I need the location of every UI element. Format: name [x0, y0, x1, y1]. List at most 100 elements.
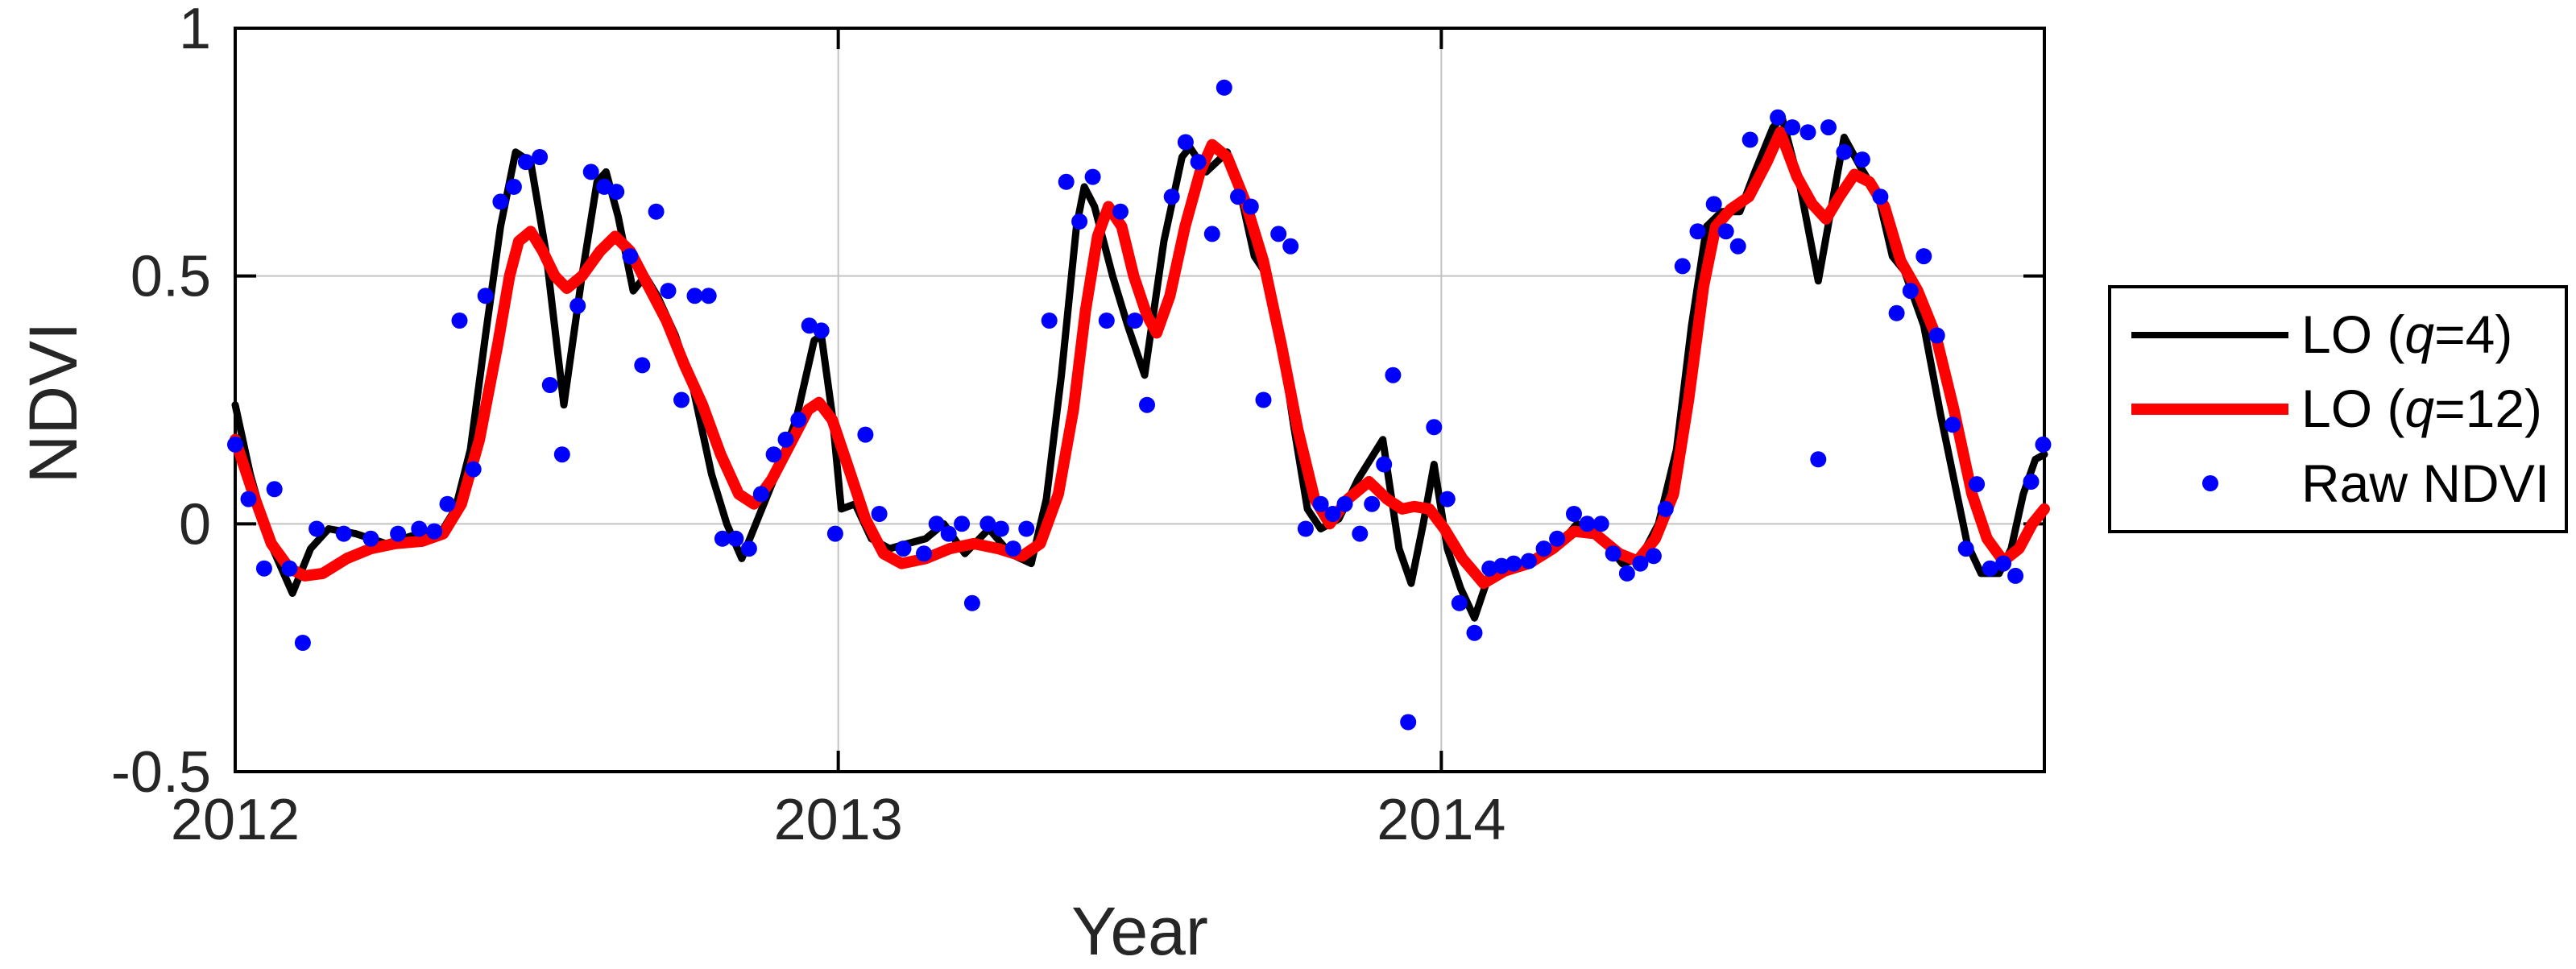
raw-ndvi-dot: [1705, 196, 1722, 213]
raw-ndvi-dot: [1481, 560, 1498, 577]
raw-ndvi-dot: [1618, 565, 1635, 582]
raw-ndvi-dot: [266, 481, 283, 498]
legend-label-variable: q: [2404, 304, 2435, 365]
raw-ndvi-dot: [451, 313, 468, 329]
raw-ndvi-dot: [1242, 198, 1259, 215]
raw-ndvi-dot: [1466, 624, 1483, 641]
raw-ndvi-dot: [1282, 238, 1299, 255]
raw-ndvi-dot: [1915, 248, 1932, 265]
legend-label-text: Raw NDVI: [2301, 453, 2550, 513]
raw-ndvi-dot: [1645, 548, 1662, 565]
raw-ndvi-dot: [608, 184, 625, 201]
raw-ndvi-dot: [1376, 456, 1393, 473]
raw-ndvi-dot: [1944, 416, 1961, 433]
raw-ndvi-dot: [1385, 366, 1402, 383]
raw-ndvi-dot: [1717, 223, 1734, 240]
raw-ndvi-dot: [660, 283, 677, 300]
raw-ndvi-dot: [895, 540, 912, 557]
raw-ndvi-dot: [954, 516, 971, 532]
raw-ndvi-dot: [1549, 530, 1566, 547]
raw-ndvi-dot: [1493, 557, 1510, 574]
x-tick-label: 2014: [1377, 788, 1505, 852]
raw-ndvi-dot: [1579, 516, 1596, 532]
plot-frame: [234, 27, 2046, 773]
raw-ndvi-dot: [1535, 540, 1552, 557]
raw-ndvi-dot: [2023, 474, 2040, 490]
y-tick-label: 1: [179, 0, 211, 61]
raw-ndvi-dot: [390, 525, 407, 542]
lo-q12-line-swatch: [2131, 403, 2288, 415]
x-axis-label: Year: [1071, 893, 1208, 969]
raw-ndvi-dot: [426, 523, 443, 540]
raw-ndvi-dot: [1770, 109, 1787, 126]
raw-ndvi-dot: [477, 288, 494, 304]
raw-ndvi-dot: [1177, 134, 1194, 151]
raw-ndvi-dot: [992, 520, 1009, 537]
raw-ndvi-dot: [1799, 124, 1816, 141]
raw-ndvi-dot: [1127, 313, 1143, 329]
raw-ndvi-dot: [1784, 119, 1801, 136]
blue-dot-icon: [2201, 475, 2218, 492]
raw-ndvi-dot: [1216, 79, 1232, 96]
y-tick-label: -0.5: [111, 740, 211, 805]
raw-ndvi-dot: [1836, 143, 1853, 160]
red-line-icon: [2131, 403, 2288, 415]
raw-ndvi-dot: [1426, 419, 1443, 436]
raw-ndvi-dot: [1888, 304, 1905, 321]
raw-ndvi-dot: [309, 520, 325, 537]
legend-label-text: =4): [2434, 304, 2513, 365]
raw-ndvi-dot: [871, 506, 888, 522]
raw-ndvi-dot: [813, 322, 830, 339]
raw-ndvi-dot: [928, 516, 945, 532]
legend-label-text: =12): [2434, 379, 2543, 439]
legend-label-text: LO (: [2301, 304, 2405, 365]
raw-ndvi-dot: [727, 530, 744, 547]
x-tick-label: 2013: [774, 788, 903, 852]
legend-item-lo-q4: LO (q=4): [2111, 304, 2565, 365]
raw-ndvi-dot: [553, 446, 570, 463]
raw-ndvi-dot: [1041, 313, 1058, 329]
raw-ndvi-dot: [505, 178, 522, 195]
lo-q4-line: [231, 114, 2048, 622]
raw-ndvi-dot: [2007, 567, 2024, 584]
raw-ndvi-dot: [255, 560, 272, 577]
raw-ndvi-dot: [1872, 188, 1889, 205]
raw-ndvi-dot: [1400, 714, 1417, 731]
raw-ndvi-dot: [622, 248, 639, 265]
raw-ndvi-dot: [979, 516, 996, 532]
raw-ndvi-dot: [227, 436, 243, 453]
raw-ndvi-dot: [1312, 495, 1329, 512]
raw-ndvi-dot: [1324, 506, 1341, 522]
raw-ndvi-dot: [1098, 313, 1115, 329]
raw-ndvi-dot: [1902, 283, 1919, 300]
raw-ndvi-dot: [765, 446, 782, 463]
legend: LO (q=4) LO (q=12) Raw NDVI: [2108, 285, 2568, 533]
raw-ndvi-dot: [1969, 476, 1986, 493]
raw-ndvi-dot: [648, 203, 665, 220]
raw-ndvi-dot: [1084, 168, 1101, 185]
y-axis-label: NDVI: [15, 322, 91, 484]
raw-ndvi-dot: [752, 486, 769, 503]
raw-ndvi-dot: [673, 391, 690, 408]
raw-ndvi-dot: [596, 178, 613, 195]
raw-ndvi-dot: [582, 164, 599, 180]
raw-ndvi-dot: [1004, 540, 1021, 557]
raw-ndvi-dot: [1439, 491, 1456, 507]
raw-ndvi-dot: [1995, 555, 2012, 572]
raw-ndvi-dot: [1190, 154, 1207, 171]
raw-ndvi-dot: [1729, 238, 1746, 255]
legend-label-text: LO (: [2301, 379, 2405, 439]
y-tick-label: 0.5: [130, 245, 211, 309]
raw-ndvi-dot-swatch: [2131, 475, 2288, 492]
raw-ndvi-dot: [1632, 555, 1649, 572]
raw-ndvi-dot: [294, 635, 311, 651]
lo-q4-line-swatch: [2131, 331, 2288, 338]
raw-ndvi-dot: [1657, 500, 1674, 517]
raw-ndvi-dot: [1810, 451, 1827, 468]
raw-ndvi-dot: [1163, 188, 1180, 205]
raw-ndvi-dot: [1203, 226, 1220, 242]
raw-ndvi-dot: [1820, 119, 1837, 136]
raw-ndvi-dot: [1364, 495, 1381, 512]
